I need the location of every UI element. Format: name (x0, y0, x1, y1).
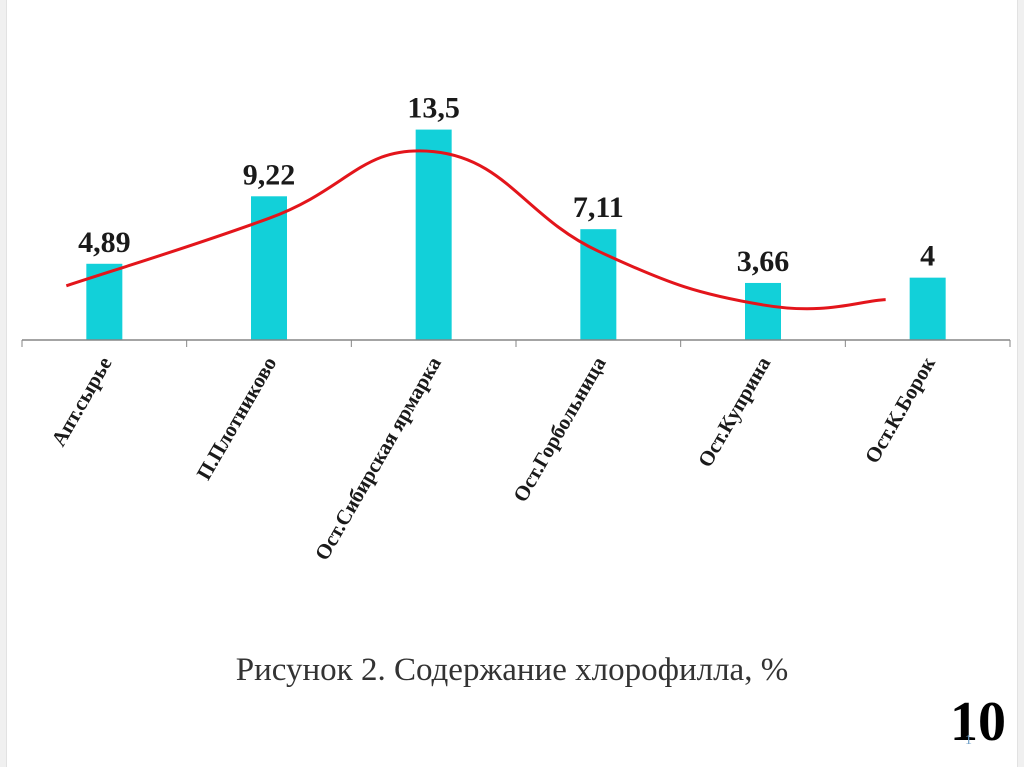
bar-3 (580, 229, 617, 340)
x-tick-label-0: Апт.сырье (46, 353, 116, 451)
bar-2 (415, 129, 452, 340)
bar-1 (251, 196, 287, 340)
data-label-3: 7,11 (573, 191, 624, 224)
bar-0 (86, 263, 123, 340)
data-label-0: 4,89 (78, 226, 131, 259)
data-label-1: 9,22 (243, 158, 296, 191)
x-tick-label-2: Ост.Сибирская ярмарка (310, 352, 446, 564)
data-label-5: 4 (920, 240, 935, 273)
left-frame-border (0, 0, 7, 767)
slide-number-small: 1 (965, 733, 972, 748)
x-tick-label-1: П.Плотниково (192, 353, 282, 484)
bar-chart: 4,89 9,22 13,5 7,11 3,66 4 Апт.сырье П.Плотнико… (21, 92, 1011, 564)
right-frame-border (1017, 0, 1024, 767)
x-tick-label-4: Ост.Куприна (693, 352, 776, 471)
data-label-2: 13,5 (407, 92, 460, 125)
x-tick-label-3: Ост.Горбольница (508, 352, 611, 506)
bar-5 (909, 277, 946, 340)
page-number: 10 (950, 691, 1006, 753)
data-label-4: 3,66 (737, 245, 790, 278)
x-tick-label-5: Ост.К.Борок (860, 352, 941, 468)
bar-4 (745, 282, 781, 340)
trend-line (65, 149, 886, 311)
figure-caption: Рисунок 2. Содержание хлорофилла, % (235, 652, 789, 688)
